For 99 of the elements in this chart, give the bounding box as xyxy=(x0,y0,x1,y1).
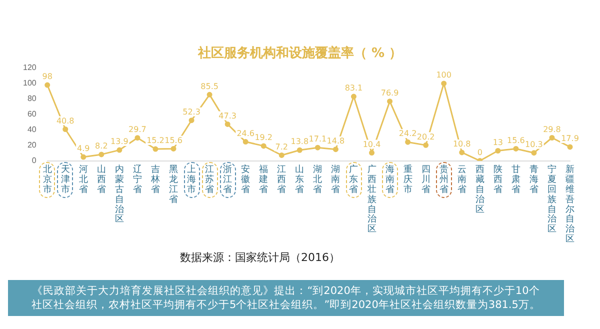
point xyxy=(152,146,158,152)
point xyxy=(314,144,320,150)
data-label: 17.1 xyxy=(308,134,327,144)
point xyxy=(405,139,411,145)
data-label: 17.9 xyxy=(561,134,579,144)
x-tick-label: 西藏自治区 xyxy=(475,164,484,214)
point xyxy=(332,146,338,152)
x-tick-label: 重庆市 xyxy=(403,164,412,194)
data-label: 13.8 xyxy=(290,137,309,146)
y-tick-label: 120 xyxy=(22,63,37,72)
x-tick-label: 四川省 xyxy=(421,164,430,194)
point xyxy=(242,139,248,145)
data-label: 47.3 xyxy=(218,111,236,120)
x-tick-label: 湖南省 xyxy=(331,164,340,194)
x-tick-label: 青海省 xyxy=(529,164,538,194)
x-tick-label: 山西省 xyxy=(96,164,106,194)
y-tick-label: 40 xyxy=(27,125,37,134)
x-tick-label: 江苏省 xyxy=(205,164,214,194)
data-label: 85.5 xyxy=(200,82,218,91)
data-label: 0 xyxy=(477,148,482,157)
point xyxy=(369,150,375,156)
x-tick-label: 广西壮族自治区 xyxy=(366,164,376,234)
x-tick-label: 辽宁省 xyxy=(132,164,142,194)
data-label: 13.9 xyxy=(110,137,128,146)
x-tick-label: 湖北省 xyxy=(313,164,322,194)
chart-title: 社区服务机构和设施覆盖率（ % ） xyxy=(196,44,404,62)
y-tick-label: 80 xyxy=(27,94,37,104)
point xyxy=(44,82,50,88)
point xyxy=(134,135,140,141)
x-tick-label: 云南省 xyxy=(457,164,466,194)
data-label: 7.2 xyxy=(275,142,288,152)
point xyxy=(423,142,429,148)
point xyxy=(549,135,555,141)
point xyxy=(296,147,302,153)
point xyxy=(62,126,68,132)
point xyxy=(188,118,194,124)
point xyxy=(116,147,122,153)
data-label: 24.2 xyxy=(398,129,417,138)
point xyxy=(459,150,465,156)
data-label: 4.9 xyxy=(77,144,90,154)
data-label: 13 xyxy=(492,138,504,147)
x-tick-label: 甘肃省 xyxy=(511,164,520,194)
point xyxy=(224,121,230,127)
y-tick-label: 60 xyxy=(27,110,37,119)
x-tick-label: 陕西省 xyxy=(493,164,502,194)
x-tick-label: 山东省 xyxy=(295,164,304,194)
point xyxy=(98,152,104,158)
point xyxy=(441,80,447,86)
data-label: 29.8 xyxy=(543,124,561,134)
x-tick-label: 新疆维吾尔自治区 xyxy=(566,164,574,244)
point xyxy=(495,148,501,154)
data-label: 15.6 xyxy=(164,136,182,145)
point xyxy=(80,154,86,160)
point xyxy=(513,146,519,152)
x-tick-label: 黑龙江省 xyxy=(169,164,178,204)
x-tick-label: 福建省 xyxy=(258,164,268,194)
data-label: 98 xyxy=(42,72,52,82)
data-label: 15.2 xyxy=(146,136,164,146)
x-tick-label: 河北省 xyxy=(78,164,88,194)
data-label: 20.2 xyxy=(416,132,435,142)
point xyxy=(387,98,393,104)
data-label: 15.6 xyxy=(507,136,525,145)
y-tick-label: 20 xyxy=(27,140,37,150)
data-label: 19.2 xyxy=(254,133,273,142)
point xyxy=(170,146,176,152)
data-label: 14.8 xyxy=(326,136,345,146)
x-tick-label: 吉林省 xyxy=(150,164,160,194)
point xyxy=(278,152,284,158)
source-note: 数据来源：国家统计局（2016） xyxy=(180,250,340,265)
data-label: 52.3 xyxy=(182,107,200,116)
point xyxy=(567,144,573,150)
x-tick-label: 天津市 xyxy=(60,164,70,194)
y-tick-label: 100 xyxy=(22,78,37,88)
x-tick-label: 北京市 xyxy=(42,164,52,194)
point xyxy=(531,150,537,156)
data-label: 10.8 xyxy=(452,140,471,149)
text: 《民政部关于大力培育发展社区社会组织的意见》提出：“到2020年，实现城市社区平均拥有不少于10个社区社会组织，农村社区平均拥有不少于5个社区社会组织。”即到2020年社区社会组织数量为381.5万。 xyxy=(8,280,564,316)
point xyxy=(350,94,356,100)
x-tick-label: 江西省 xyxy=(277,164,286,194)
x-tick-label: 贵州省 xyxy=(439,164,448,194)
data-label: 8.2 xyxy=(95,142,108,151)
x-tick-label: 宁夏回族自治区 xyxy=(547,164,556,234)
data-label: 40.8 xyxy=(56,116,74,126)
x-tick-label: 上海市 xyxy=(187,164,196,194)
point xyxy=(260,143,266,149)
data-label: 100 xyxy=(436,70,452,80)
y-tick-label: 0 xyxy=(32,156,37,166)
x-tick-label: 浙江省 xyxy=(223,164,232,194)
point xyxy=(206,92,212,98)
data-label: 83.1 xyxy=(344,84,363,93)
data-label: 76.9 xyxy=(380,88,399,98)
data-label: 24.6 xyxy=(236,128,254,138)
data-label: 29.7 xyxy=(128,124,146,134)
x-tick-label: 内蒙古自治区 xyxy=(114,164,124,224)
x-tick-label: 广东省 xyxy=(349,164,358,194)
x-tick-label: 海南省 xyxy=(385,164,394,194)
x-tick-label: 安徽省 xyxy=(241,164,250,194)
data-label: 10.4 xyxy=(362,140,381,149)
data-label: 10.3 xyxy=(525,140,543,149)
